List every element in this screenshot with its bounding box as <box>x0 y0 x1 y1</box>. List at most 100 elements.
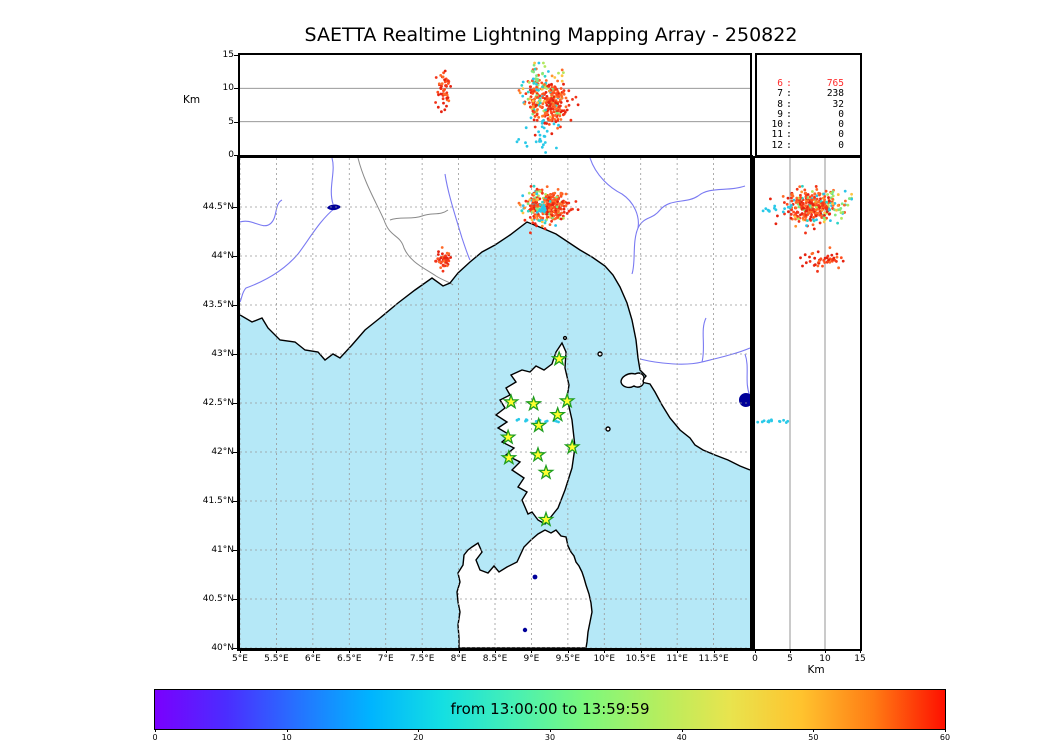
lon-tick-label: 10°E <box>593 654 616 664</box>
station-star-icon <box>549 405 567 422</box>
lon-tick-label: 8°E <box>450 654 467 664</box>
station-star-icon <box>530 416 548 433</box>
station-star-icon <box>537 510 555 527</box>
altitude-tick-label: 5 <box>228 116 234 127</box>
time-window-label: from 13:00:00 to 13:59:59 <box>450 700 650 718</box>
station-star-icon <box>558 392 576 409</box>
islet-montecristo <box>605 426 611 432</box>
right-panel-axis-label: Km <box>807 664 825 676</box>
scatter-main-storm-east <box>531 68 580 136</box>
colorbar-tick-label: 20 <box>413 733 424 742</box>
sardinia <box>456 529 593 648</box>
lon-tick-label: 5°E <box>232 654 248 664</box>
altitude-tick-label: 0 <box>228 150 234 160</box>
lon-tick-label: 11.5°E <box>698 654 729 664</box>
islands <box>456 335 645 648</box>
colorbar-tick-label: 30 <box>544 733 556 742</box>
colorbar-tick-label: 0 <box>152 733 158 742</box>
corsica <box>494 341 576 525</box>
station-count-row: 8:32 <box>777 98 844 110</box>
mainland-coastline <box>240 221 750 471</box>
station-count-row: 12:0 <box>771 139 844 151</box>
lat-tick-label: 41°N <box>211 545 234 555</box>
lat-tick-label: 44.5°N <box>202 202 234 212</box>
scatter-low-level-track <box>515 122 560 154</box>
lon-tick-label: 5.5°E <box>264 654 289 664</box>
elba <box>620 372 645 389</box>
station-star-icon <box>529 445 547 463</box>
colorbar-tick-label: 60 <box>939 733 951 742</box>
lightning-points-altitude-longitude <box>434 61 580 154</box>
station-star-icon <box>499 428 517 445</box>
altitude-longitude-panel <box>238 53 752 157</box>
scatter-secondary-storm <box>434 69 452 114</box>
lake-sardinia-2 <box>522 627 528 633</box>
lightning-points-altitude-latitude <box>756 184 853 424</box>
lat-tick-label: 40°N <box>211 643 234 653</box>
lat-tick-label: 44°N <box>211 251 234 261</box>
map-plot <box>240 158 750 648</box>
scatter-secondary-storm <box>434 246 452 273</box>
time-colorbar: from 13:00:00 to 13:59:59 <box>154 689 946 730</box>
lon-tick-label: 7°E <box>377 654 394 664</box>
altitude-tick-label: 0 <box>752 654 758 664</box>
lon-tick-label: 6.5°E <box>337 654 362 664</box>
scatter-updraft-trail <box>761 203 793 214</box>
station-count-rows: 6:765 7:238 8:32 9:0 10:0 11:0 12:0 <box>757 78 860 151</box>
lat-tick-label: 42°N <box>211 447 234 457</box>
lon-tick-label: 11°E <box>666 654 688 664</box>
station-star-icon <box>550 349 568 367</box>
scatter-updraft-trail <box>538 203 547 214</box>
station-count-row: 7:238 <box>777 88 844 100</box>
station-star-icon <box>537 463 555 480</box>
lon-tick-label: 6°E <box>304 654 321 664</box>
station-star-icon <box>525 395 543 412</box>
scatter-main-storm-east <box>531 188 580 231</box>
lake-bolsena <box>739 393 750 407</box>
lake-serre-poncon <box>327 204 341 211</box>
lon-tick-label: 8.5°E <box>482 654 508 664</box>
lat-tick-label: 41.5°N <box>202 496 234 506</box>
lat-tick-label: 42.5°N <box>202 398 234 408</box>
lon-tick-label: 10.5°E <box>625 654 656 664</box>
altitude-latitude-plot <box>756 158 853 649</box>
station-markers <box>499 349 581 527</box>
altitude-tick-label: 5 <box>787 654 793 664</box>
altitude-tick-label: 15 <box>222 50 234 60</box>
colorbar-tick-label: 40 <box>676 733 687 742</box>
lakes <box>327 204 750 633</box>
altitude-latitude-panel <box>753 156 862 651</box>
lightning-points-map <box>434 184 580 424</box>
station-count-row: 11:0 <box>771 129 844 141</box>
scatter-main-storm-west <box>517 61 559 142</box>
scatter-main-storm-east <box>776 188 846 231</box>
station-star-icon <box>500 448 518 466</box>
altitude-tick-label: 10 <box>222 83 234 94</box>
altitude-tick-label: 10 <box>819 654 831 664</box>
scatter-secondary-storm <box>799 246 845 273</box>
altitude-longitude-plot <box>240 61 750 154</box>
lake-sardinia-1 <box>532 574 538 580</box>
station-count-panel: 6:765 7:238 8:32 9:0 10:0 11:0 12:0 <box>755 53 862 157</box>
lat-tick-label: 43°N <box>211 349 234 359</box>
page-title: SAETTA Realtime Lightning Mapping Array … <box>304 24 798 46</box>
station-star-icon <box>502 393 520 410</box>
lat-tick-label: 40.5°N <box>202 594 234 604</box>
colorbar-tick-label: 10 <box>281 733 292 742</box>
lat-tick-label: 43.5°N <box>202 300 234 310</box>
altitude-axis-label: Km <box>183 94 201 106</box>
lon-tick-label: 9.5°E <box>555 654 581 664</box>
lon-tick-label: 7.5°E <box>409 654 435 664</box>
station-count-row: 9:0 <box>777 108 844 120</box>
lon-tick-label: 9°E <box>523 654 540 664</box>
scatter-updraft-trail <box>538 118 547 149</box>
station-star-icon <box>563 438 581 455</box>
colorbar-tick-label: 50 <box>808 733 819 742</box>
islet-giraglia <box>562 335 568 341</box>
country-border-lines <box>357 158 454 286</box>
station-count-row: 6:765 <box>777 78 844 89</box>
map-panel <box>237 155 753 651</box>
scatter-low-level-track <box>756 418 790 424</box>
station-count-row: 10:0 <box>771 119 844 131</box>
